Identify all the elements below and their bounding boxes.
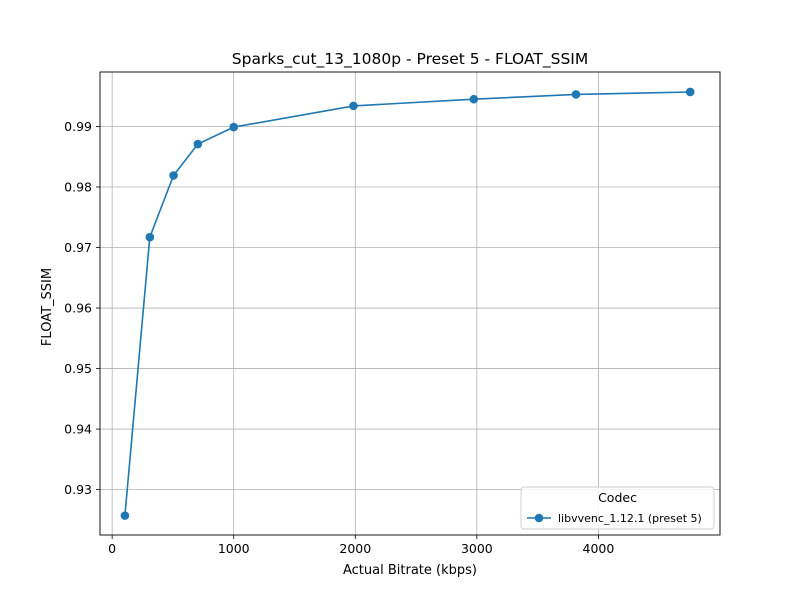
data-point: [169, 171, 178, 180]
x-tick-label: 1000: [218, 541, 250, 556]
data-point: [229, 122, 239, 132]
legend-item-label: libvvenc_1.12.1 (preset 5): [558, 512, 702, 525]
y-tick-label: 0.99: [64, 119, 92, 134]
data-point: [571, 90, 581, 99]
x-tick-label: 4000: [583, 541, 615, 556]
y-tick-label: 0.98: [64, 179, 92, 194]
legend-box: [520, 486, 715, 530]
data-point: [349, 101, 358, 111]
legend: Codec libvvenc_1.12.1 (preset 5): [520, 486, 715, 530]
y-tick-label: 0.96: [64, 301, 92, 316]
y-tick-label: 0.94: [64, 422, 92, 437]
data-point: [469, 94, 479, 104]
x-tick-label: 0: [108, 541, 116, 556]
plot-area: 0 1000 2000 3000 4000 0.93 0.94 0.95 0.96 0.97 0.9…: [64, 71, 721, 556]
data-point: [120, 511, 130, 520]
x-tick-label: 2000: [339, 541, 371, 556]
x-tick-label: 3000: [461, 541, 493, 556]
chart-title: Sparks_cut_13_1080p - Preset 5 - FLOAT_S…: [232, 50, 588, 69]
y-tick-label: 0.95: [64, 361, 92, 376]
y-tick-label: 0.93: [64, 482, 92, 497]
plot-background: [100, 72, 720, 535]
x-axis-label: Actual Bitrate (kbps): [343, 563, 477, 578]
legend-marker: [534, 513, 544, 523]
y-tick-label: 0.97: [64, 240, 92, 255]
data-point: [145, 232, 155, 242]
axes-frame: [99, 71, 721, 536]
data-point: [685, 87, 695, 97]
y-axis-label: FLOAT_SSIM: [40, 268, 55, 346]
legend-title: Codec: [598, 490, 637, 505]
data-point: [193, 139, 203, 149]
